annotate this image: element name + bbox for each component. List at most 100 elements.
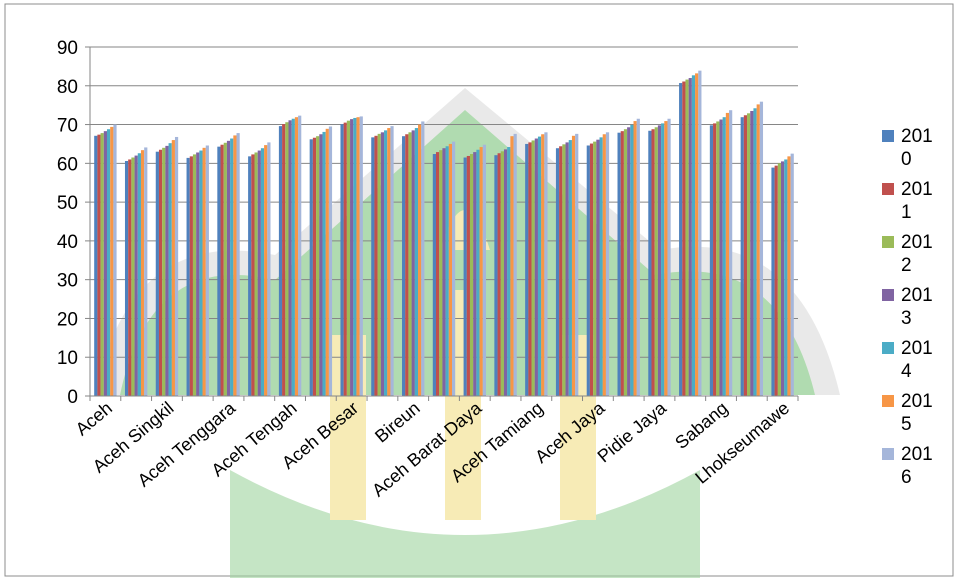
bar (236, 133, 240, 396)
bar (353, 117, 357, 397)
bar (432, 154, 436, 396)
category-group (740, 101, 764, 397)
bar (679, 83, 683, 396)
bar (654, 127, 658, 397)
bar (494, 155, 498, 396)
bar (165, 145, 169, 396)
bar (753, 108, 757, 397)
bar (436, 152, 440, 396)
legend-label: 201 (901, 126, 933, 147)
bar (144, 147, 148, 396)
bar (575, 133, 579, 397)
bar (531, 140, 535, 396)
bar (541, 134, 545, 396)
bar (94, 135, 98, 397)
bar (476, 149, 480, 396)
bar (593, 141, 597, 396)
bar (374, 135, 378, 397)
bar (537, 136, 542, 396)
bar (328, 126, 333, 397)
bar (325, 128, 329, 396)
category-group (94, 124, 117, 397)
bar (402, 136, 406, 396)
bar (205, 145, 209, 396)
bar (186, 157, 190, 396)
legend-swatch (882, 395, 894, 407)
bar (113, 124, 117, 396)
y-tick-label: 60 (57, 154, 78, 175)
bar (513, 133, 517, 397)
bar (371, 137, 375, 396)
legend-swatch (882, 183, 894, 195)
legend-label: 201 (901, 285, 933, 306)
bar (124, 161, 129, 396)
y-tick-label: 0 (67, 387, 78, 408)
bar (709, 125, 714, 396)
bar (722, 117, 726, 396)
legend-label: 4 (901, 361, 912, 382)
legend-label: 0 (901, 149, 912, 170)
category-group (494, 133, 517, 397)
bar (528, 142, 532, 396)
bar (713, 123, 717, 396)
category-group (586, 132, 610, 396)
legend-label: 201 (901, 391, 933, 412)
bar (740, 117, 744, 396)
bar (452, 141, 456, 396)
bar (257, 150, 261, 396)
y-tick-label: 80 (57, 77, 78, 98)
bar (695, 73, 699, 397)
bar (691, 75, 696, 396)
bar (356, 117, 360, 396)
bar (682, 81, 686, 396)
bar (285, 122, 289, 396)
bar (312, 137, 317, 397)
bar (544, 132, 548, 396)
bar (589, 143, 594, 396)
bar (158, 149, 163, 396)
bar (747, 113, 751, 396)
bar (387, 128, 391, 397)
bar (278, 126, 283, 397)
bar (390, 126, 394, 397)
bar (294, 117, 299, 396)
y-tick-label: 10 (57, 348, 78, 369)
legend-label: 3 (901, 308, 912, 329)
bar (128, 159, 132, 396)
bar (623, 129, 628, 396)
category-group (402, 121, 425, 397)
bar (790, 153, 794, 396)
bar (189, 156, 193, 396)
bar (651, 129, 655, 396)
bar (661, 123, 665, 396)
bar (140, 150, 145, 396)
category-group (217, 133, 240, 396)
bar (359, 116, 363, 396)
legend-label: 2 (901, 255, 912, 276)
bar (657, 125, 662, 396)
bar (254, 152, 258, 396)
bar (199, 150, 203, 396)
category-group (709, 110, 733, 397)
y-tick-label: 70 (57, 116, 78, 137)
bar (562, 144, 566, 396)
bar (405, 134, 409, 396)
bar (103, 131, 107, 396)
bar (202, 147, 206, 396)
bar (168, 143, 172, 396)
y-tick-label: 20 (57, 309, 78, 330)
bar (648, 130, 652, 396)
bar (784, 159, 788, 396)
bar (174, 136, 179, 396)
bar (620, 131, 624, 396)
bar (322, 131, 326, 397)
legend-label: 201 (901, 179, 933, 200)
bar (377, 133, 381, 397)
bar (633, 121, 637, 396)
bar (463, 157, 467, 396)
bar (248, 156, 252, 396)
